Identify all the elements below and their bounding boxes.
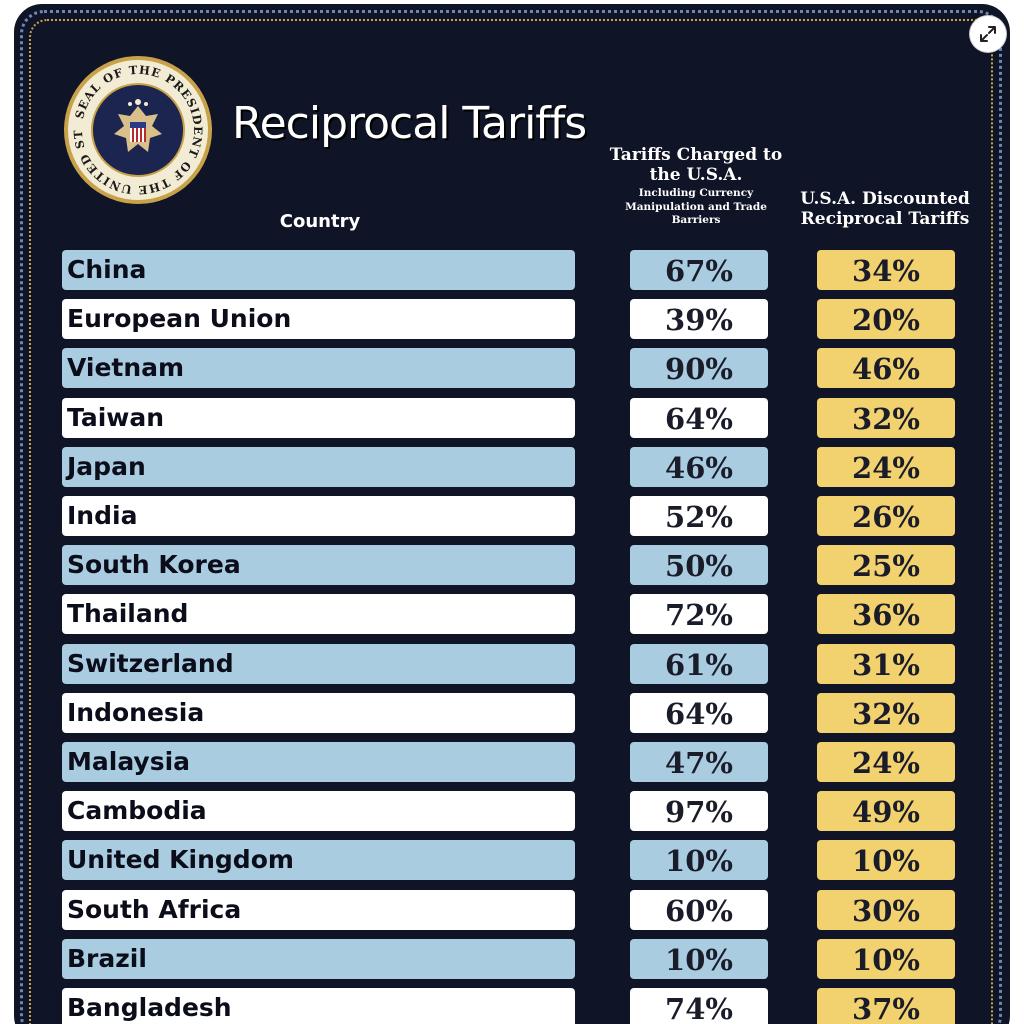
dotted-border-inner: [29, 19, 993, 1024]
table-row-country: Vietnam: [62, 348, 575, 388]
table-row-reciprocal: 20%: [817, 299, 955, 339]
column-header-reciprocal: U.S.A. Discounted Reciprocal Tariffs: [800, 189, 970, 229]
dotted-border-outer: [20, 10, 1002, 1024]
table-row-reciprocal: 24%: [817, 447, 955, 487]
presidential-seal-icon: SEAL OF THE PRESIDENT OF THE UNITED STAT…: [62, 54, 212, 204]
table-row-reciprocal: 46%: [817, 348, 955, 388]
table-row-charged: 46%: [630, 447, 768, 487]
table-row-reciprocal: 34%: [817, 250, 955, 290]
table-row-charged: 10%: [630, 939, 768, 979]
table-row-country: China: [62, 250, 575, 290]
table-row-charged: 67%: [630, 250, 768, 290]
column-header-country: Country: [279, 211, 361, 232]
table-row-country: European Union: [62, 299, 575, 339]
table-row-charged: 74%: [630, 988, 768, 1024]
table-row-country: Taiwan: [62, 398, 575, 438]
table-row-reciprocal: 36%: [817, 594, 955, 634]
column-header-charged-sub: Including Currency Manipulation and Trad…: [625, 187, 767, 227]
table-row-country: Thailand: [62, 594, 575, 634]
table-row-charged: 72%: [630, 594, 768, 634]
table-row-reciprocal: 37%: [817, 988, 955, 1024]
page-title: Reciprocal Tariffs: [232, 98, 587, 149]
table-row-country: Cambodia: [62, 791, 575, 831]
table-row-reciprocal: 10%: [817, 939, 955, 979]
table-row-charged: 64%: [630, 693, 768, 733]
table-row-reciprocal: 10%: [817, 840, 955, 880]
table-row-charged: 97%: [630, 791, 768, 831]
column-header-charged: Tariffs Charged to the U.S.A. Including …: [606, 145, 786, 228]
table-row-country: Bangladesh: [62, 988, 575, 1024]
table-row-charged: 39%: [630, 299, 768, 339]
table-row-country: Japan: [62, 447, 575, 487]
table-row-reciprocal: 31%: [817, 644, 955, 684]
table-row-reciprocal: 32%: [817, 398, 955, 438]
table-row-country: Switzerland: [62, 644, 575, 684]
table-row-charged: 50%: [630, 545, 768, 585]
table-row-reciprocal: 49%: [817, 791, 955, 831]
table-row-charged: 90%: [630, 348, 768, 388]
table-row-charged: 64%: [630, 398, 768, 438]
table-row-reciprocal: 24%: [817, 742, 955, 782]
table-row-charged: 52%: [630, 496, 768, 536]
table-row-country: Indonesia: [62, 693, 575, 733]
table-row-country: United Kingdom: [62, 840, 575, 880]
table-row-reciprocal: 30%: [817, 890, 955, 930]
table-row-charged: 10%: [630, 840, 768, 880]
expand-icon: [980, 26, 996, 42]
table-row-charged: 60%: [630, 890, 768, 930]
table-row-country: South Korea: [62, 545, 575, 585]
table-row-reciprocal: 26%: [817, 496, 955, 536]
table-row-charged: 61%: [630, 644, 768, 684]
expand-button[interactable]: [970, 16, 1006, 52]
table-row-country: India: [62, 496, 575, 536]
table-row-reciprocal: 25%: [817, 545, 955, 585]
table-row-charged: 47%: [630, 742, 768, 782]
table-row-country: Brazil: [62, 939, 575, 979]
table-row-country: Malaysia: [62, 742, 575, 782]
column-header-charged-main: Tariffs Charged to the U.S.A.: [609, 145, 783, 185]
table-row-reciprocal: 32%: [817, 693, 955, 733]
table-row-country: South Africa: [62, 890, 575, 930]
